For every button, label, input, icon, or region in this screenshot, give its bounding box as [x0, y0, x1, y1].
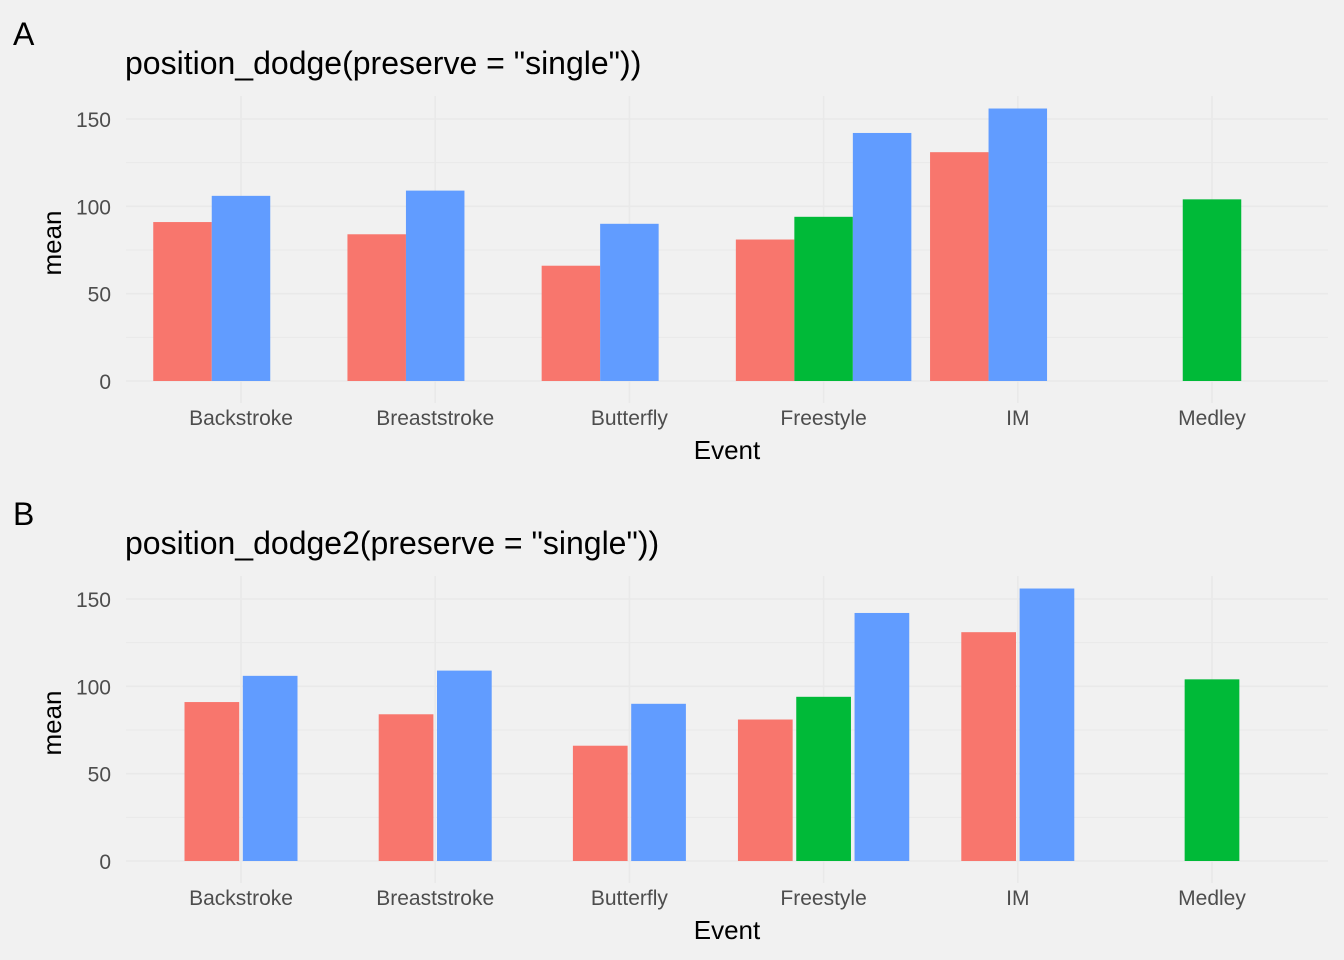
panel-b-bar-backstroke-s3	[242, 675, 298, 861]
panel-b-x-ticks: Backstroke Breaststroke Butterfly Freestyle…	[189, 887, 1246, 910]
panel-a-bar-medley-s2	[1182, 199, 1242, 381]
panel-a-x-tick-label: Butterfly	[591, 407, 669, 430]
panel-b-x-tick-label: Butterfly	[591, 887, 669, 910]
panel-b-x-axis-title: Event	[694, 915, 761, 945]
panel-b-bars	[184, 588, 1240, 861]
panel-b-y-axis-title: mean	[37, 690, 67, 755]
panel-a-y-axis-title: mean	[37, 210, 67, 275]
panel-a-bar-butterfly-s1	[541, 265, 601, 381]
panel-b-y-tick-label: 150	[76, 589, 111, 612]
panel-b-y-ticks: 0 50 100 150	[76, 589, 111, 874]
panel-b-x-tick-label: IM	[1006, 887, 1029, 910]
panel-a-y-tick-label: 150	[76, 109, 111, 132]
panel-a-y-tick-label: 100	[76, 196, 111, 219]
panel-a-x-axis-title: Event	[694, 435, 761, 465]
panel-a-y-tick-label: 50	[88, 284, 111, 307]
panel-a-tag: A	[13, 16, 35, 52]
panel-b-x-tick-label: Medley	[1178, 887, 1246, 910]
panel-a-x-tick-label: Backstroke	[189, 407, 293, 430]
panel-a-bar-im-s1	[930, 152, 989, 381]
panel-a-x-tick-label: IM	[1006, 407, 1029, 430]
panel-a-bars	[153, 108, 1242, 381]
panel-b-bar-breaststroke-s3	[437, 670, 492, 861]
panel-b-bar-im-s1	[961, 632, 1016, 861]
panel-b-y-tick-label: 50	[88, 764, 111, 787]
panel-a-x-tick-label: Medley	[1178, 407, 1246, 430]
panel-a-title: position_dodge(preserve = "single"))	[125, 45, 641, 81]
panel-b-bar-freestyle-s1	[737, 719, 793, 861]
panel-a-y-ticks: 0 50 100 150	[76, 109, 111, 394]
panel-b-bar-butterfly-s3	[631, 703, 686, 861]
panel-b-y-tick-label: 100	[76, 676, 111, 699]
panel-a-grid	[126, 96, 1328, 403]
panel-b-bar-medley-s2	[1184, 679, 1240, 861]
panel-a-bar-freestyle-s1	[735, 239, 795, 381]
panel-b-bar-im-s3	[1019, 588, 1075, 861]
panel-b-bar-breaststroke-s1	[378, 714, 434, 861]
panel-a-y-tick-label: 0	[99, 371, 111, 394]
panel-a-x-tick-label: Freestyle	[780, 407, 866, 430]
panel-a-x-ticks: Backstroke Breaststroke Butterfly Freestyle…	[189, 407, 1246, 430]
panel-a-bar-backstroke-s1	[153, 222, 212, 381]
panel-b-bar-butterfly-s1	[572, 745, 628, 861]
panel-a-bar-freestyle-s2	[794, 216, 853, 381]
panel-b-grid	[126, 576, 1328, 883]
panel-b-x-tick-label: Breaststroke	[376, 887, 494, 910]
panel-a-bar-backstroke-s3	[211, 195, 271, 381]
panel-b-title: position_dodge2(preserve = "single"))	[125, 525, 659, 561]
panel-b-x-tick-label: Backstroke	[189, 887, 293, 910]
panel-b-y-tick-label: 0	[99, 851, 111, 874]
panel-a-bar-butterfly-s3	[600, 223, 659, 381]
panel-a-x-tick-label: Breaststroke	[376, 407, 494, 430]
panel-b-bar-freestyle-s2	[796, 696, 851, 861]
panel-a-bar-breaststroke-s1	[347, 234, 406, 381]
panel-a-bar-im-s3	[988, 108, 1048, 381]
panel-a-bar-breaststroke-s3	[405, 190, 465, 381]
panel-b-x-tick-label: Freestyle	[780, 887, 866, 910]
panel-a: 0 50 100 150 Backstroke Breaststroke Butterfl…	[13, 16, 1328, 465]
panel-b-bar-backstroke-s1	[184, 702, 240, 861]
panel-b-bar-freestyle-s3	[854, 612, 910, 861]
panel-b-tag: B	[13, 496, 34, 532]
panel-b: 0 50 100 150 Backstroke Breaststroke Butterfl…	[13, 496, 1328, 945]
panel-a-bar-freestyle-s3	[852, 132, 912, 381]
